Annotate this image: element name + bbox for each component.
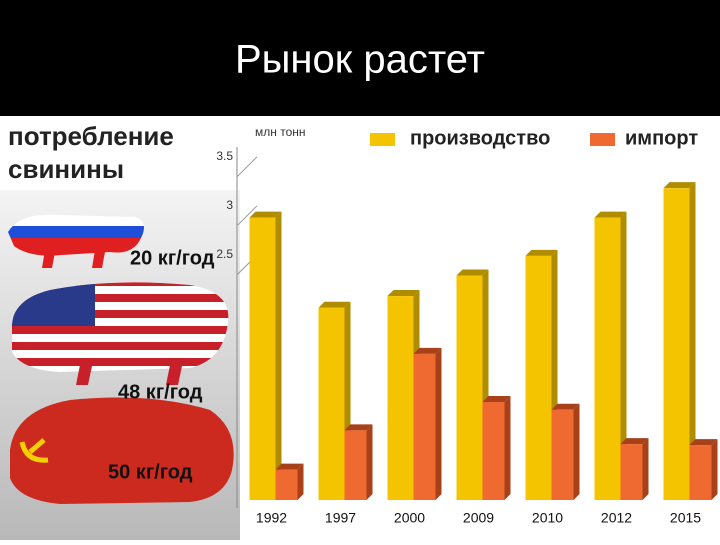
bar-side bbox=[642, 438, 649, 500]
bar-top bbox=[663, 182, 696, 189]
pig-usa bbox=[11, 282, 229, 372]
bar-side bbox=[689, 182, 696, 500]
x-tick-label: 1997 bbox=[325, 510, 356, 526]
bar bbox=[318, 307, 345, 500]
grid-line bbox=[236, 156, 258, 178]
bar-top bbox=[482, 395, 511, 402]
legend-label: производство bbox=[410, 127, 550, 149]
pig-legs bbox=[42, 250, 105, 268]
header bbox=[0, 0, 720, 116]
bar bbox=[594, 217, 621, 500]
side-label: 48 кг/год bbox=[118, 381, 203, 403]
bar bbox=[387, 296, 414, 500]
legend-label: импорт bbox=[625, 127, 698, 149]
bar-side bbox=[275, 211, 282, 500]
x-tick-label: 2015 bbox=[670, 510, 701, 526]
bar-top bbox=[413, 347, 442, 354]
bar bbox=[275, 469, 298, 500]
bar-top bbox=[689, 439, 718, 446]
grid-line bbox=[236, 205, 258, 227]
bar bbox=[551, 409, 574, 500]
x-tick-label: 2009 bbox=[463, 510, 494, 526]
bar bbox=[525, 255, 552, 500]
slide-title: Рынок растет bbox=[235, 38, 485, 82]
bar-top bbox=[318, 301, 351, 308]
bar bbox=[344, 430, 367, 500]
hammer-sickle bbox=[19, 438, 49, 463]
pig-legs bbox=[76, 365, 182, 385]
bar-top bbox=[525, 249, 558, 256]
y-tick-label: 3.5 bbox=[216, 149, 233, 163]
bar-side bbox=[504, 395, 511, 500]
side-heading: свинины bbox=[8, 154, 124, 184]
pig-ussr bbox=[10, 397, 234, 504]
x-tick-label: 2000 bbox=[394, 510, 425, 526]
x-tick-label: 2010 bbox=[532, 510, 563, 526]
bar-top bbox=[344, 424, 373, 431]
bar-side bbox=[573, 403, 580, 500]
y-tick-label: 2.5 bbox=[216, 247, 233, 261]
bar bbox=[456, 275, 483, 500]
side-label: 50 кг/год bbox=[108, 461, 193, 483]
bar bbox=[482, 401, 505, 500]
bar-top bbox=[620, 438, 649, 445]
bar-side bbox=[620, 211, 627, 500]
bar-top bbox=[275, 463, 304, 470]
bar-top bbox=[551, 403, 580, 410]
bar-top bbox=[249, 211, 282, 218]
legend-swatch bbox=[370, 133, 395, 146]
y-tick-label: 3 bbox=[226, 198, 233, 212]
bar-side bbox=[366, 424, 373, 500]
side-label: 20 кг/год bbox=[130, 247, 215, 269]
side-heading: потребление bbox=[8, 121, 174, 151]
bar-side bbox=[711, 439, 718, 500]
legend-swatch bbox=[590, 133, 615, 146]
bar-top bbox=[456, 269, 489, 276]
bar bbox=[620, 444, 643, 500]
bar bbox=[249, 217, 276, 500]
x-tick-label: 1992 bbox=[256, 510, 287, 526]
pig-russia bbox=[8, 214, 144, 256]
bar-top bbox=[594, 211, 627, 218]
bar-side bbox=[435, 347, 442, 500]
bar bbox=[689, 445, 712, 500]
bar-side bbox=[297, 463, 304, 500]
x-tick-label: 2012 bbox=[601, 510, 632, 526]
y-axis-label: млн тонн bbox=[255, 125, 306, 139]
bar bbox=[413, 353, 436, 500]
chart: 2.5 3 3.5 производство импорт 1992 1997 2000 200… bbox=[216, 127, 718, 526]
bar bbox=[663, 188, 690, 500]
bar-top bbox=[387, 290, 420, 297]
